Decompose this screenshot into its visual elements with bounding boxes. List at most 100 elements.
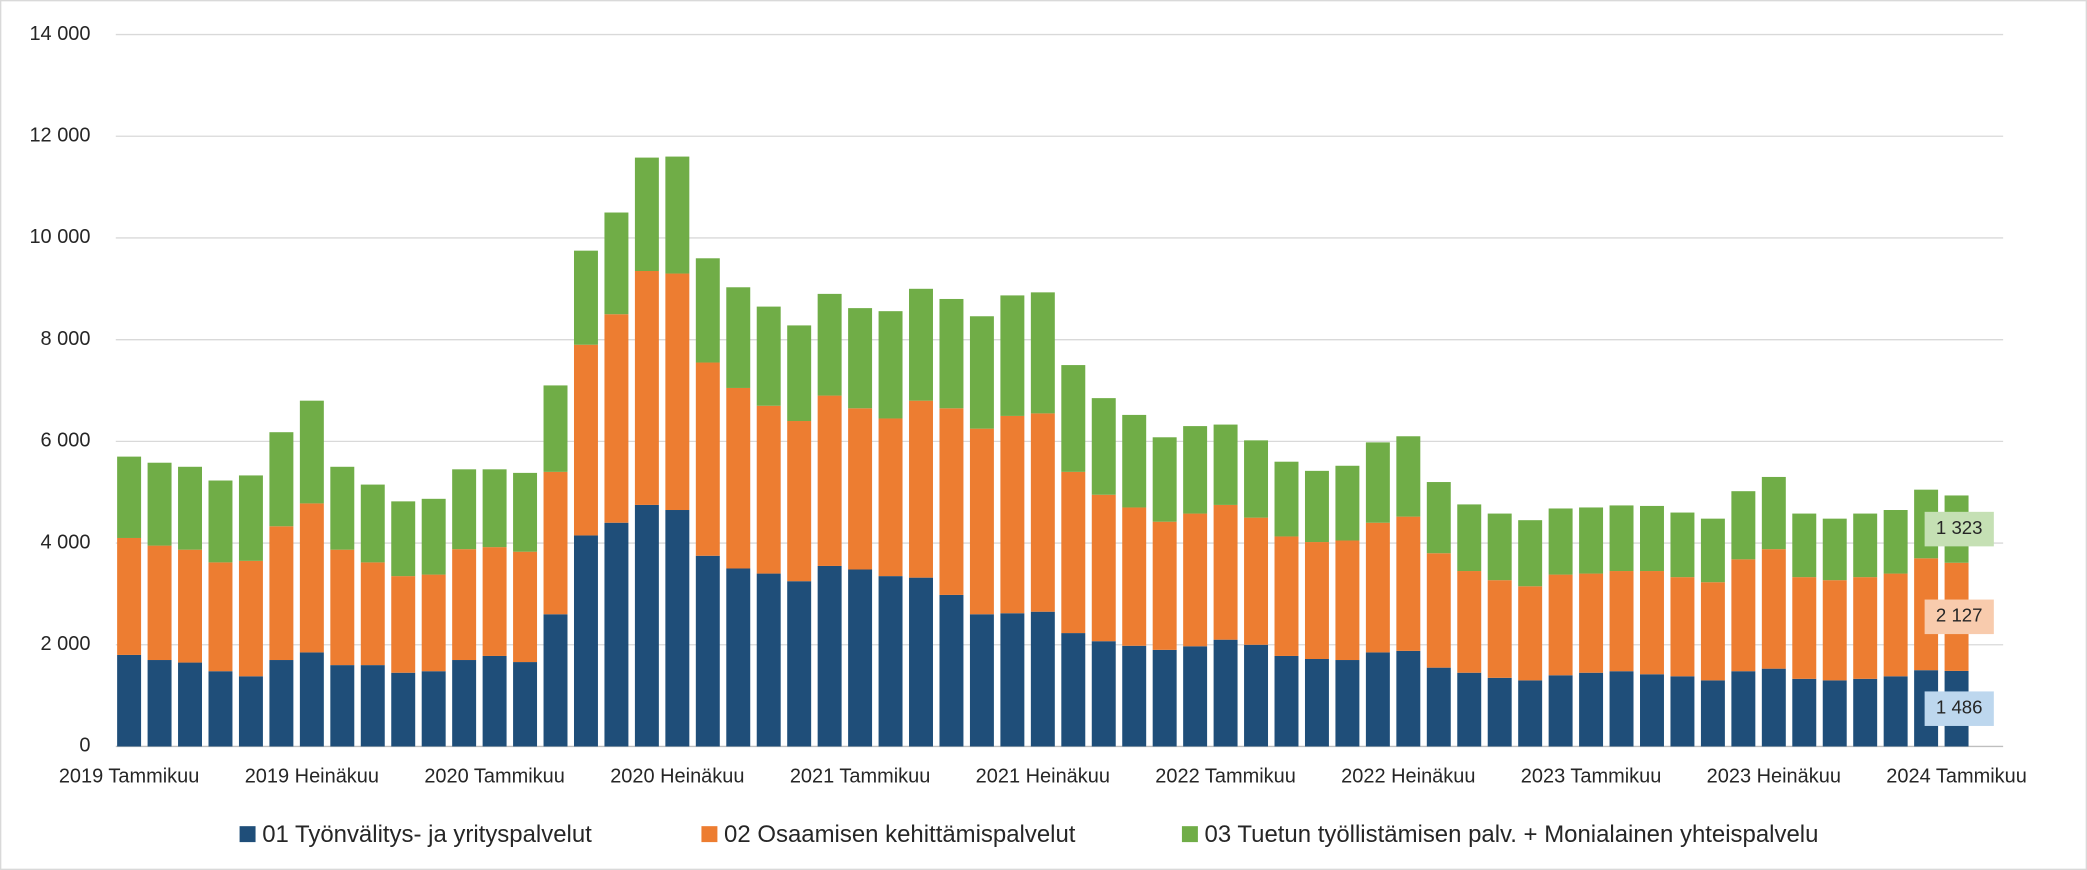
- bar-segment: [360, 484, 385, 563]
- bar-segment: [330, 665, 355, 747]
- value-label: 2 127: [1936, 605, 1983, 626]
- bar-segment: [634, 504, 659, 747]
- bar-segment: [238, 560, 263, 677]
- bar-segment: [1700, 680, 1725, 747]
- bar-segment: [147, 660, 172, 747]
- legend-label: 02 Osaamisen kehittämispalvelut: [724, 821, 1076, 848]
- bar-segment: [421, 574, 446, 672]
- bar-segment: [1335, 465, 1360, 541]
- bar-segment: [513, 472, 538, 552]
- bar-segment: [1487, 513, 1512, 581]
- bar-segment: [878, 576, 903, 747]
- bar-segment: [1274, 655, 1299, 747]
- bar-segment: [1761, 476, 1786, 550]
- bar-segment: [1761, 668, 1786, 747]
- bar-segment: [360, 665, 385, 747]
- bar-segment: [543, 385, 568, 472]
- bar-segment: [1883, 573, 1908, 677]
- bar-segment: [1244, 440, 1269, 518]
- bar-segment: [299, 400, 324, 504]
- bar-segment: [452, 469, 477, 550]
- bar-segment: [1396, 516, 1421, 651]
- bar-segment: [513, 662, 538, 747]
- x-tick-label: 2019 Heinäkuu: [245, 765, 379, 787]
- value-label: 1 486: [1936, 697, 1983, 718]
- bar-segment: [1792, 577, 1817, 679]
- bar-segment: [1304, 542, 1329, 660]
- bar-segment: [695, 362, 720, 556]
- bar-segment: [208, 671, 233, 747]
- bar-segment: [817, 565, 842, 747]
- bar-segment: [269, 432, 294, 527]
- bar-segment: [452, 660, 477, 747]
- bar-segment: [1518, 680, 1543, 747]
- value-label-bg: [1924, 511, 1994, 547]
- x-tick-label: 2020 Tammikuu: [424, 765, 565, 787]
- bar-segment: [665, 510, 690, 747]
- bar-segment: [1548, 508, 1573, 575]
- bar-segment: [1030, 611, 1055, 747]
- bar-segment: [269, 660, 294, 747]
- x-tick-label: 2020 Heinäkuu: [610, 765, 744, 787]
- bar-segment: [756, 405, 781, 574]
- bar-segment: [1822, 580, 1847, 681]
- bar-segment: [1244, 644, 1269, 747]
- bar-segment: [848, 308, 873, 409]
- bar-segment: [147, 545, 172, 661]
- bar-segment: [909, 288, 933, 401]
- bar-segment: [1122, 645, 1147, 747]
- bar-segment: [726, 287, 751, 388]
- bar-segment: [208, 562, 233, 672]
- bar-segment: [1183, 513, 1208, 647]
- bar-segment: [909, 577, 933, 747]
- bar-segment: [482, 469, 507, 548]
- value-label-bg: [1924, 691, 1994, 726]
- bar-segment: [1640, 571, 1664, 675]
- bar-segment: [573, 344, 598, 536]
- bar-segment: [1792, 513, 1817, 578]
- y-tick-label: 8 000: [41, 328, 91, 350]
- bar-segment: [1000, 415, 1025, 614]
- bar-segment: [634, 270, 659, 505]
- bar-segment: [1579, 672, 1604, 747]
- bar-segment: [726, 387, 751, 569]
- bar-segment: [1122, 414, 1147, 508]
- bar-segment: [726, 568, 751, 747]
- bar-segment: [1091, 641, 1116, 747]
- bar-segment: [848, 408, 873, 570]
- bar-segment: [1700, 518, 1725, 583]
- bar-segment: [543, 614, 568, 747]
- bar-segment: [1731, 491, 1756, 560]
- bar-segment: [1883, 676, 1908, 747]
- bar-segment: [817, 293, 842, 396]
- bar-segment: [1518, 586, 1543, 681]
- bar-segment: [695, 258, 720, 363]
- bar-segment: [1670, 512, 1695, 578]
- bar-segment: [1365, 522, 1390, 653]
- x-tick-label: 2023 Tammikuu: [1521, 765, 1662, 787]
- bar-segment: [360, 562, 385, 666]
- bar-segment: [1061, 365, 1086, 472]
- bar-segment: [1244, 517, 1269, 645]
- bar-segment: [787, 581, 812, 747]
- bar-segment: [1030, 413, 1055, 612]
- bar-segment: [147, 462, 172, 546]
- bar-segment: [330, 466, 355, 550]
- bar-segment: [1579, 573, 1604, 673]
- bar-segment: [1792, 678, 1817, 747]
- bar-segment: [1335, 660, 1360, 747]
- bar-segment: [1213, 424, 1238, 505]
- bar-segment: [1731, 559, 1756, 672]
- bar-segment: [573, 535, 598, 747]
- bar-segment: [787, 421, 812, 582]
- bar-segment: [1304, 659, 1329, 747]
- bar-segment: [1426, 482, 1451, 554]
- bar-segment: [1000, 613, 1025, 747]
- bar-segment: [1548, 675, 1573, 747]
- bar-segment: [1548, 574, 1573, 676]
- bar-segment: [756, 306, 781, 406]
- bar-segment: [543, 471, 568, 615]
- legend-swatch: [701, 826, 718, 843]
- bar-segment: [969, 316, 994, 429]
